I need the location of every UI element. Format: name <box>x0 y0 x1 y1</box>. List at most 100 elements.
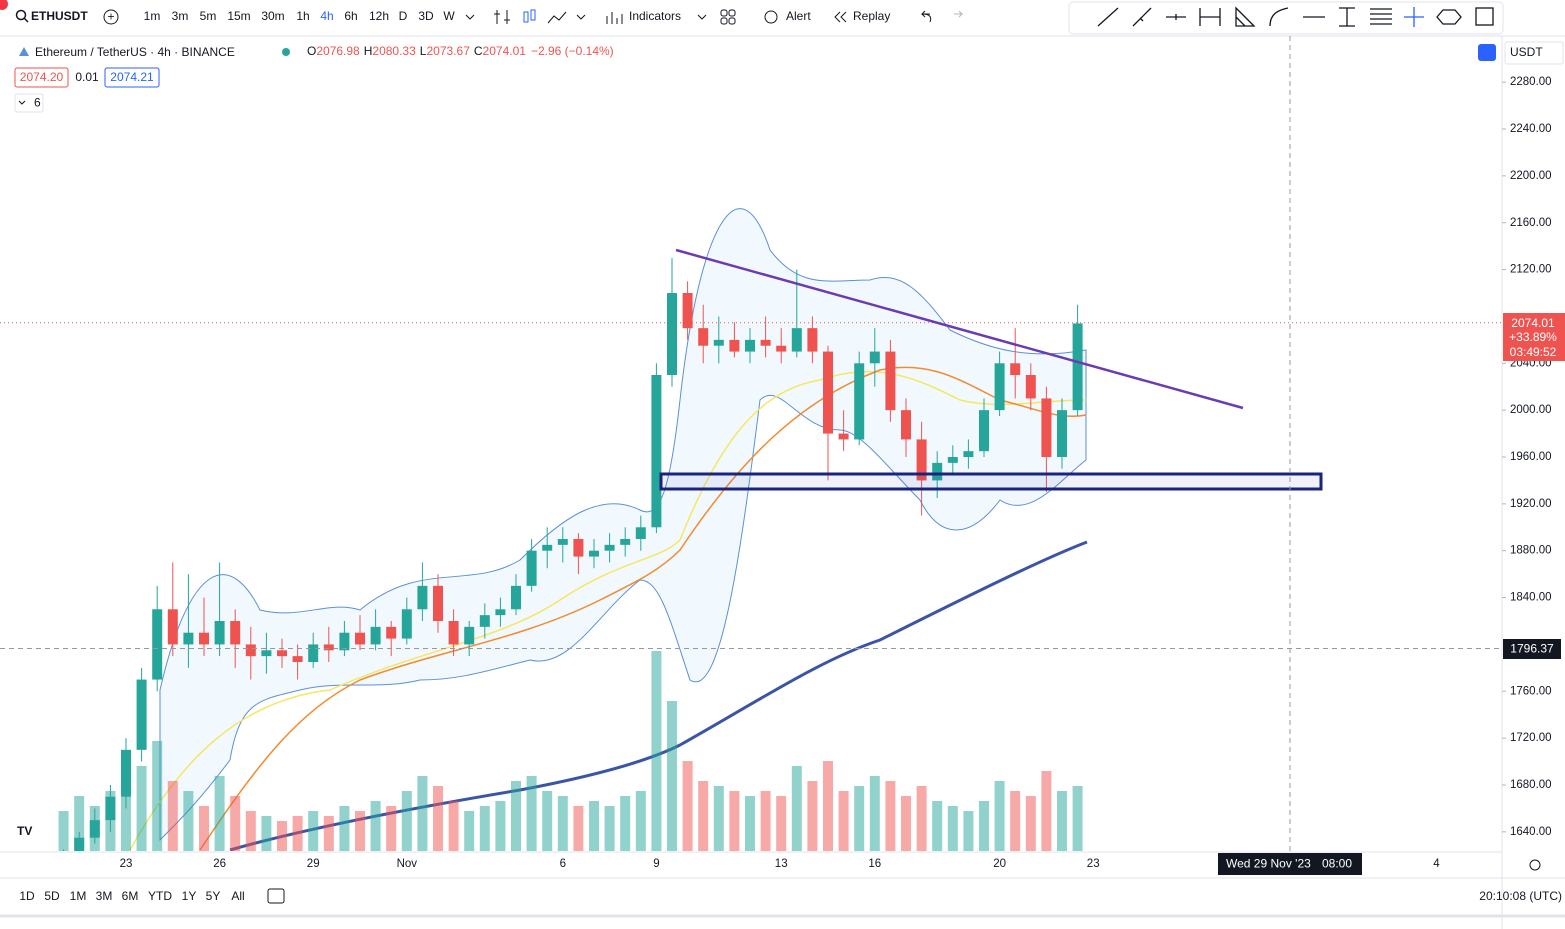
candle-body <box>183 632 194 645</box>
time-tick-label: 26 <box>213 858 226 870</box>
ask-box[interactable] <box>104 67 160 88</box>
ask-price: 2074.21 <box>110 70 154 84</box>
search-icon[interactable] <box>15 9 27 21</box>
candle-body <box>401 609 412 639</box>
volume-bar <box>947 806 958 851</box>
trend-line-drawing[interactable] <box>675 248 1244 410</box>
volume-bar <box>448 801 459 851</box>
interval-button[interactable]: 3m <box>172 9 189 23</box>
support-zone-drawing[interactable] <box>659 472 1323 491</box>
replay-button[interactable]: Replay <box>853 9 890 23</box>
trend-line-tool[interactable] <box>1097 7 1119 27</box>
interval-button[interactable]: W <box>443 9 455 23</box>
interval-button[interactable]: D <box>399 9 408 23</box>
interval-button[interactable]: 4h <box>320 9 333 23</box>
last-price: 2074.01 <box>1511 316 1555 330</box>
time-tick-label: 4 <box>1433 858 1440 870</box>
candle-body <box>464 626 475 645</box>
bid-box[interactable] <box>14 67 69 88</box>
range-button[interactable]: 1M <box>70 889 87 903</box>
shape-tool[interactable] <box>1436 9 1462 25</box>
candle-body <box>838 433 849 440</box>
bollinger-bands <box>159 208 1087 842</box>
range-button[interactable]: All <box>231 889 244 903</box>
legend-close-label: C <box>474 44 483 58</box>
range-tool[interactable] <box>1199 8 1221 26</box>
interval-button[interactable]: 5m <box>200 9 217 23</box>
price-tick-label: 2160.00 <box>1510 217 1552 229</box>
volume-bar <box>916 786 927 851</box>
interval-button[interactable]: 15m <box>227 9 250 23</box>
market-status <box>282 48 290 56</box>
volume-bar <box>979 801 989 851</box>
candle-body <box>277 650 287 657</box>
legend-low: 2073.67 <box>426 44 470 58</box>
horizontal-ray-tool[interactable] <box>1166 14 1186 20</box>
auto-scale-button[interactable] <box>1478 44 1496 61</box>
range-button[interactable]: 1Y <box>182 889 197 903</box>
indicators-icon[interactable] <box>606 12 623 24</box>
candle-body <box>667 293 677 376</box>
vertical-tool[interactable] <box>1339 7 1355 27</box>
interval-button[interactable]: 30m <box>261 9 284 23</box>
time-tick-label: 23 <box>1087 858 1100 870</box>
alert-button[interactable]: Alert <box>786 9 811 23</box>
interval-button[interactable]: 1h <box>296 9 309 23</box>
candle-body <box>1057 410 1067 457</box>
candle-body <box>791 328 802 352</box>
range-button[interactable]: 3M <box>96 889 113 903</box>
settings-button[interactable] <box>1529 859 1541 871</box>
range-button[interactable]: 6M <box>122 889 139 903</box>
legend-high: 2080.33 <box>372 44 416 58</box>
price-tick-label: 2200.00 <box>1510 170 1552 182</box>
symbol[interactable]: ETHUSDT <box>31 9 88 23</box>
volume-bar <box>635 791 646 851</box>
time-tick-label: 20 <box>993 858 1006 870</box>
interval-button[interactable]: 1m <box>144 9 161 23</box>
interval-button[interactable]: 6h <box>344 9 357 23</box>
redo-button[interactable] <box>954 10 964 18</box>
angle-tool[interactable] <box>1235 6 1256 27</box>
layouts-icon[interactable] <box>720 9 728 17</box>
range-button[interactable]: YTD <box>148 889 172 903</box>
indicators-button[interactable]: Indicators <box>629 9 681 23</box>
candle-body <box>1025 375 1036 399</box>
candles-icon[interactable] <box>523 11 529 23</box>
compare-button[interactable] <box>103 9 119 25</box>
interval-button[interactable]: 3D <box>418 9 434 23</box>
candle-body <box>885 351 896 411</box>
rectangle-tool[interactable] <box>1475 7 1494 26</box>
candle-body <box>199 632 209 645</box>
ray-tool[interactable] <box>1132 7 1152 27</box>
indicator-count: 6 <box>34 96 41 110</box>
volume-bar <box>994 781 1005 851</box>
range-button[interactable]: 5Y <box>206 889 221 903</box>
line-icon[interactable] <box>547 11 567 24</box>
candle-body <box>323 644 334 651</box>
drawing-toolbar <box>1068 1 1504 35</box>
goto-date-button[interactable] <box>267 888 285 904</box>
range-button[interactable]: 5D <box>44 889 60 903</box>
replay-icon[interactable] <box>834 11 847 23</box>
candle-body <box>355 632 365 645</box>
volume-bar <box>745 796 755 851</box>
volume-bar <box>323 816 334 851</box>
candle-body <box>916 439 927 481</box>
undo-button[interactable] <box>920 10 932 23</box>
candle-body <box>417 585 428 610</box>
bars-icon[interactable] <box>494 10 510 24</box>
legend-open: 2076.98 <box>316 44 360 58</box>
alert-icon[interactable] <box>764 10 778 24</box>
candle-body <box>214 620 225 645</box>
volume-bar <box>261 816 272 851</box>
candle-body <box>745 339 755 352</box>
range-button[interactable]: 1D <box>19 889 35 903</box>
volume-bar <box>308 811 319 851</box>
candle-body <box>760 339 771 346</box>
indicators-toggle[interactable] <box>14 93 44 113</box>
curve-tool[interactable] <box>1269 7 1289 27</box>
currency-selector[interactable] <box>1504 41 1564 65</box>
fib-tool[interactable] <box>1370 8 1392 25</box>
interval-button[interactable]: 12h <box>369 9 389 23</box>
crosshair-tool[interactable] <box>1404 7 1424 27</box>
